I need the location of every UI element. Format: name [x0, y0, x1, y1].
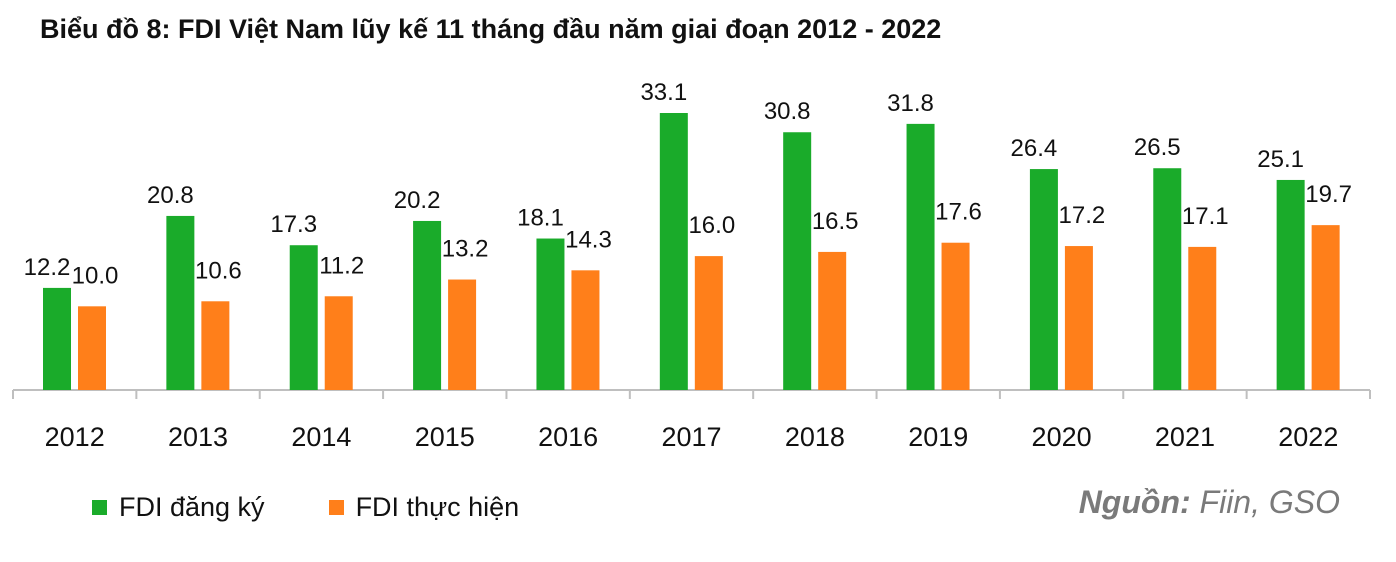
x-tick-label: 2017	[661, 422, 721, 452]
bar-implemented	[1188, 246, 1217, 390]
x-tick-label: 2022	[1278, 422, 1338, 452]
bar-registered	[289, 245, 318, 390]
bar-registered	[659, 113, 688, 390]
x-tick-label: 2013	[168, 422, 228, 452]
bar-registered	[1029, 169, 1058, 390]
data-label-implemented: 16.5	[812, 208, 859, 235]
bar-registered	[43, 287, 71, 390]
x-tick-label: 2019	[908, 422, 968, 452]
bar-registered	[906, 123, 935, 390]
data-label-implemented: 19.7	[1305, 181, 1352, 208]
bar-implemented	[1311, 225, 1340, 390]
x-tick-label: 2016	[538, 422, 598, 452]
bar-registered	[413, 220, 442, 390]
data-label-registered: 17.3	[270, 211, 317, 238]
data-label-implemented: 10.0	[72, 262, 119, 289]
legend-swatch-registered	[92, 500, 107, 515]
bar-implemented	[694, 256, 723, 390]
bar-implemented	[941, 242, 970, 390]
bar-registered	[1153, 168, 1182, 390]
x-tick-label: 2014	[291, 422, 351, 452]
bar-implemented	[571, 270, 600, 390]
bar-registered	[1276, 179, 1305, 390]
x-tick-labels: 2012 2013 2014 2015 2016 2017 2018 2019 2020 2021…	[45, 422, 1339, 452]
data-label-implemented: 13.2	[442, 236, 489, 263]
data-label-implemented: 17.6	[935, 199, 982, 226]
legend: FDI đăng ký FDI thực hiện	[92, 492, 583, 523]
source-note: Nguồn: Fiin, GSO	[1079, 484, 1340, 521]
legend-item-registered: FDI đăng ký	[92, 492, 265, 523]
source-text: Fiin, GSO	[1190, 484, 1340, 520]
bar-registered	[783, 132, 812, 390]
chart-title: Biểu đồ 8: FDI Việt Nam lũy kế 11 tháng …	[40, 14, 942, 44]
x-tick-label: 2020	[1032, 422, 1092, 452]
legend-label-implemented: FDI thực hiện	[355, 492, 520, 522]
bar-implemented	[201, 301, 230, 390]
data-label-registered: 20.8	[147, 182, 194, 209]
data-label-implemented: 16.0	[688, 212, 735, 239]
legend-label-registered: FDI đăng ký	[119, 492, 265, 522]
data-label-registered: 18.1	[517, 205, 564, 232]
data-label-implemented: 17.2	[1059, 202, 1106, 229]
data-label-implemented: 11.2	[319, 252, 364, 279]
bar-implemented	[1064, 246, 1093, 390]
data-label-registered: 12.2	[24, 254, 71, 281]
x-tick-label: 2012	[45, 422, 105, 452]
data-labels: 12.2 10.0 20.8 10.6 17.311.2 20.213.2 18.114.3…	[24, 79, 1352, 289]
source-label: Nguồn:	[1078, 484, 1191, 520]
data-label-implemented: 14.3	[565, 226, 612, 253]
data-label-registered: 33.1	[640, 79, 687, 106]
bar-implemented	[78, 306, 106, 390]
x-axis	[12, 389, 1371, 399]
data-label-registered: 26.4	[1011, 135, 1058, 162]
bar-implemented	[818, 251, 847, 390]
x-tick-label: 2015	[415, 422, 475, 452]
data-label-registered: 25.1	[1257, 146, 1304, 173]
data-label-registered: 26.5	[1134, 134, 1181, 161]
legend-swatch-implemented	[328, 500, 344, 515]
bar-implemented	[324, 296, 353, 390]
bar-chart: 12.2 10.0 20.8 10.6 17.311.2 20.213.2 18.114.3…	[12, 79, 1371, 452]
data-label-implemented: 17.1	[1182, 203, 1229, 230]
bar-registered	[166, 215, 195, 390]
bar-implemented	[448, 279, 477, 390]
data-label-implemented: 10.6	[195, 257, 242, 284]
bars	[43, 113, 1340, 390]
data-label-registered: 20.2	[394, 187, 441, 214]
legend-item-implemented: FDI thực hiện	[328, 492, 520, 523]
x-tick-label: 2018	[785, 422, 845, 452]
data-label-registered: 30.8	[764, 98, 811, 125]
x-tick-label: 2021	[1155, 422, 1215, 452]
data-label-registered: 31.8	[887, 90, 934, 117]
bar-registered	[536, 238, 565, 390]
